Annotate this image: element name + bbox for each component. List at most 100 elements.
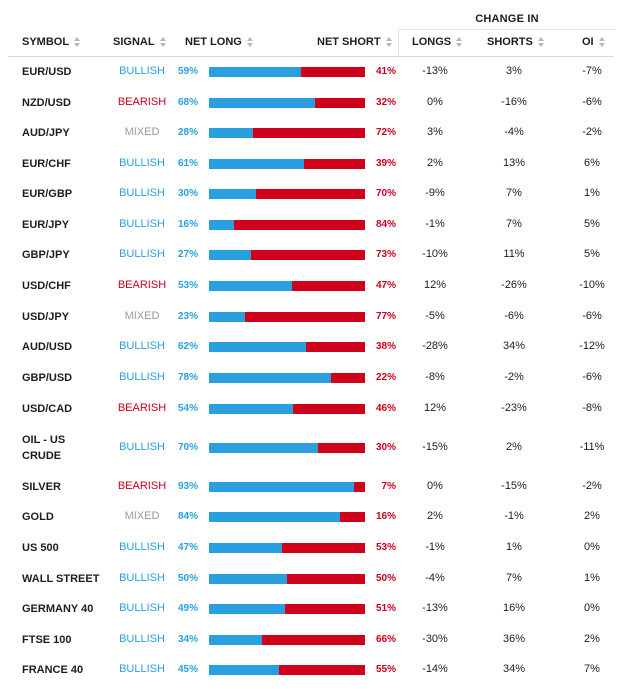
signal-label: BULLISH <box>119 371 165 383</box>
signal-label: MIXED <box>124 309 160 322</box>
sort-icon[interactable] <box>159 37 166 47</box>
net-short-percent: 38% <box>375 341 396 352</box>
net-short-percent: 32% <box>375 96 396 108</box>
signal-label: BULLISH <box>119 541 165 553</box>
symbol-link[interactable]: EUR/GBP <box>22 186 72 202</box>
net-long-percent: 62% <box>178 341 199 352</box>
symbol-column-header[interactable]: SYMBOL <box>22 34 81 50</box>
change-in-label: CHANGE IN <box>475 13 539 25</box>
sort-icon[interactable] <box>537 37 544 47</box>
net-long-fill <box>209 219 234 230</box>
sort-icon[interactable] <box>246 37 253 47</box>
change-shorts-value: -26% <box>501 278 527 291</box>
signal-label: BULLISH <box>119 248 165 260</box>
change-longs-value: -9% <box>425 187 445 199</box>
change-oi-value: -10% <box>579 278 605 291</box>
symbol-link[interactable]: USD/CAD <box>22 401 72 417</box>
change-longs-value: -14% <box>422 663 448 675</box>
symbol-link[interactable]: USD/JPY <box>22 309 69 325</box>
net-short-percent: 39% <box>375 157 396 169</box>
sort-icon[interactable] <box>456 37 463 47</box>
change-oi-value: -2% <box>582 126 602 138</box>
symbol-link[interactable]: GERMANY 40 <box>22 601 93 617</box>
signal-label: BULLISH <box>119 156 165 169</box>
net-short-percent: 53% <box>375 542 396 553</box>
symbol-link[interactable]: FTSE 100 <box>22 632 72 648</box>
signal-label: BULLISH <box>119 663 165 675</box>
change-longs-value: -15% <box>422 440 448 453</box>
change-longs-value: -1% <box>425 217 445 230</box>
symbol-link[interactable]: US 500 <box>22 540 59 556</box>
net-long-percent: 28% <box>178 127 199 138</box>
change-in-group-header: CHANGE IN <box>398 0 616 30</box>
change-longs-value: 0% <box>427 480 443 492</box>
sentiment-bar <box>209 373 365 383</box>
net-long-fill <box>209 665 280 675</box>
change-longs-value: -10% <box>422 248 448 260</box>
symbol-text: USD/CHF <box>22 279 71 292</box>
symbol-link[interactable]: FRANCE 40 <box>22 662 83 678</box>
net-long-percent: 16% <box>178 218 199 230</box>
change-longs-value: 3% <box>427 126 443 138</box>
symbol-link[interactable]: EUR/CHF <box>22 156 71 172</box>
oi-column-header[interactable]: OI <box>582 34 605 50</box>
symbol-link[interactable]: GOLD <box>22 509 54 525</box>
net-long-percent: 50% <box>178 572 199 584</box>
sort-icon[interactable] <box>598 37 605 47</box>
change-longs-value: -30% <box>422 632 448 645</box>
signal-column-header[interactable]: SIGNAL <box>113 34 166 50</box>
symbol-text: CRUDE <box>22 449 62 462</box>
change-oi-value: -6% <box>582 95 602 108</box>
change-oi-value: -2% <box>582 480 602 492</box>
shorts-column-header[interactable]: SHORTS <box>487 34 544 50</box>
net-short-percent: 7% <box>381 481 396 492</box>
symbol-text: GBP/JPY <box>22 249 70 261</box>
symbol-link[interactable]: OIL - US CRUDE <box>22 432 65 464</box>
change-longs-value: -1% <box>425 541 445 553</box>
sort-icon[interactable] <box>74 37 81 47</box>
net-long-fill <box>209 97 316 108</box>
symbol-link[interactable]: GBP/JPY <box>22 247 70 263</box>
sentiment-bar <box>209 280 365 291</box>
sentiment-bar <box>209 665 365 675</box>
net-short-percent: 70% <box>375 188 396 199</box>
net-long-percent: 45% <box>178 664 199 675</box>
symbol-link[interactable]: USD/CHF <box>22 278 71 294</box>
sort-icon[interactable] <box>385 37 392 47</box>
signal-header-label: SIGNAL <box>113 36 155 48</box>
symbol-link[interactable]: NZD/USD <box>22 95 71 111</box>
symbol-text: EUR/GBP <box>22 188 73 200</box>
symbol-link[interactable]: WALL STREET <box>22 571 99 587</box>
signal-label: BULLISH <box>119 187 165 199</box>
change-shorts-value: 7% <box>506 217 522 230</box>
longs-column-header[interactable]: LONGS <box>412 34 463 50</box>
net-long-percent: 59% <box>178 66 199 77</box>
symbol-text: USD/JPY <box>22 310 70 323</box>
change-longs-value: -4% <box>425 571 445 584</box>
change-oi-value: 2% <box>584 632 600 645</box>
sentiment-bar <box>209 442 365 453</box>
change-shorts-value: -2% <box>504 371 524 383</box>
net-long-column-header[interactable]: NET LONG <box>185 34 253 50</box>
symbol-link[interactable]: GBP/USD <box>22 370 72 386</box>
net-long-fill <box>209 311 245 322</box>
symbol-link[interactable]: EUR/USD <box>22 64 72 80</box>
symbol-text: FRANCE 40 <box>22 664 84 676</box>
change-oi-value: -11% <box>579 440 605 453</box>
symbol-link[interactable]: AUD/JPY <box>22 125 70 141</box>
symbol-link[interactable]: EUR/JPY <box>22 217 69 233</box>
sentiment-bar <box>209 128 365 138</box>
net-short-percent: 30% <box>375 441 396 453</box>
change-oi-value: -7% <box>582 65 602 77</box>
change-shorts-value: 34% <box>502 663 526 675</box>
net-short-percent: 41% <box>375 66 396 77</box>
signal-label: BULLISH <box>119 571 165 584</box>
net-long-fill <box>209 189 256 199</box>
symbol-link[interactable]: AUD/USD <box>22 339 72 355</box>
change-longs-value: -13% <box>422 602 448 614</box>
sentiment-bar <box>209 573 365 584</box>
change-longs-value: -28% <box>422 340 448 352</box>
net-short-column-header[interactable]: NET SHORT <box>317 34 392 50</box>
symbol-link[interactable]: SILVER <box>22 479 61 495</box>
